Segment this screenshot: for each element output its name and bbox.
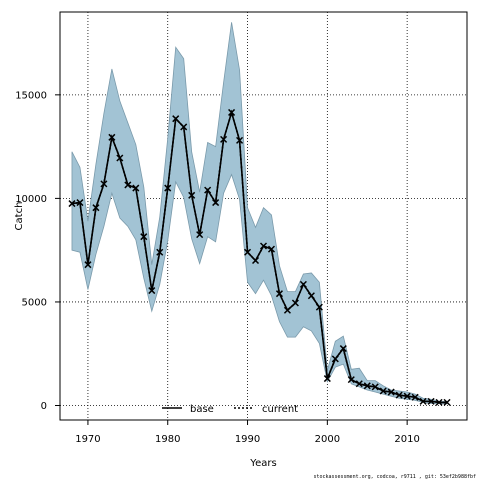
data-point-marker — [387, 388, 395, 396]
data-point-marker — [379, 387, 387, 395]
data-point-marker — [339, 345, 347, 353]
confidence-band — [71, 22, 448, 405]
data-point-marker — [244, 248, 252, 256]
data-point-marker — [156, 248, 164, 256]
data-point-marker — [395, 391, 403, 399]
legend: base current — [162, 404, 298, 415]
data-point-marker — [315, 303, 323, 311]
data-point-marker — [267, 245, 276, 253]
y-tick-label: 15000 — [15, 90, 47, 101]
data-point-marker — [236, 136, 244, 144]
confidence-band-area — [71, 22, 448, 405]
data-point-marker — [108, 133, 116, 141]
data-point-marker — [283, 306, 291, 314]
data-point-marker — [228, 108, 236, 116]
y-tick-label: 0 — [41, 401, 47, 412]
data-points — [68, 108, 451, 406]
y-axis-ticks: 0 5000 10000 15000 — [15, 90, 60, 412]
data-point-marker — [132, 184, 140, 192]
data-point-marker — [331, 355, 339, 363]
data-point-marker — [76, 199, 84, 207]
data-point-marker — [140, 233, 148, 241]
footer-credit: stockassessment.org, codcoa, r9711 , git… — [313, 474, 476, 480]
data-point-marker — [251, 256, 260, 265]
data-point-marker — [259, 242, 268, 250]
data-point-marker — [188, 191, 196, 199]
data-point-marker — [347, 376, 355, 384]
data-point-marker — [363, 382, 371, 390]
x-axis-ticks: 1970 1980 1990 2000 2010 — [75, 420, 420, 445]
data-point-marker — [100, 180, 108, 188]
data-point-marker — [148, 287, 156, 295]
data-point-marker — [323, 375, 331, 383]
data-point-marker — [196, 231, 204, 239]
data-point-marker — [124, 181, 132, 189]
data-point-marker — [180, 123, 188, 131]
data-point-marker — [299, 280, 307, 288]
y-tick-label: 10000 — [15, 194, 47, 205]
data-point-marker — [116, 154, 124, 162]
data-point-marker — [212, 199, 220, 207]
data-point-marker — [443, 398, 451, 406]
x-tick-label: 1980 — [155, 434, 180, 445]
x-tick-label: 1990 — [235, 434, 260, 445]
plot-frame — [59, 11, 468, 421]
x-tick-label: 2010 — [394, 434, 419, 445]
data-point-marker — [427, 397, 435, 405]
data-point-marker — [68, 200, 76, 208]
data-point-marker — [419, 397, 427, 405]
data-point-marker — [275, 290, 283, 298]
x-tick-label: 2000 — [315, 434, 340, 445]
data-point-marker — [307, 292, 315, 300]
data-point-marker — [172, 115, 180, 123]
data-point-marker — [164, 184, 172, 192]
data-point-marker — [411, 393, 419, 401]
data-point-marker — [403, 392, 411, 400]
legend-base-label: base — [190, 404, 214, 415]
data-point-marker — [435, 398, 443, 406]
data-point-marker — [291, 299, 299, 307]
data-point-marker — [371, 383, 379, 391]
x-tick-label: 1970 — [75, 434, 100, 445]
legend-current-label: current — [262, 404, 298, 415]
data-point-marker — [204, 186, 212, 194]
data-point-marker — [355, 380, 363, 388]
y-axis-label: Catch — [14, 202, 25, 231]
data-point-marker — [84, 261, 92, 269]
data-point-marker — [220, 135, 228, 143]
x-axis-label: Years — [249, 458, 276, 469]
y-tick-label: 5000 — [22, 297, 47, 308]
data-point-marker — [92, 204, 100, 212]
